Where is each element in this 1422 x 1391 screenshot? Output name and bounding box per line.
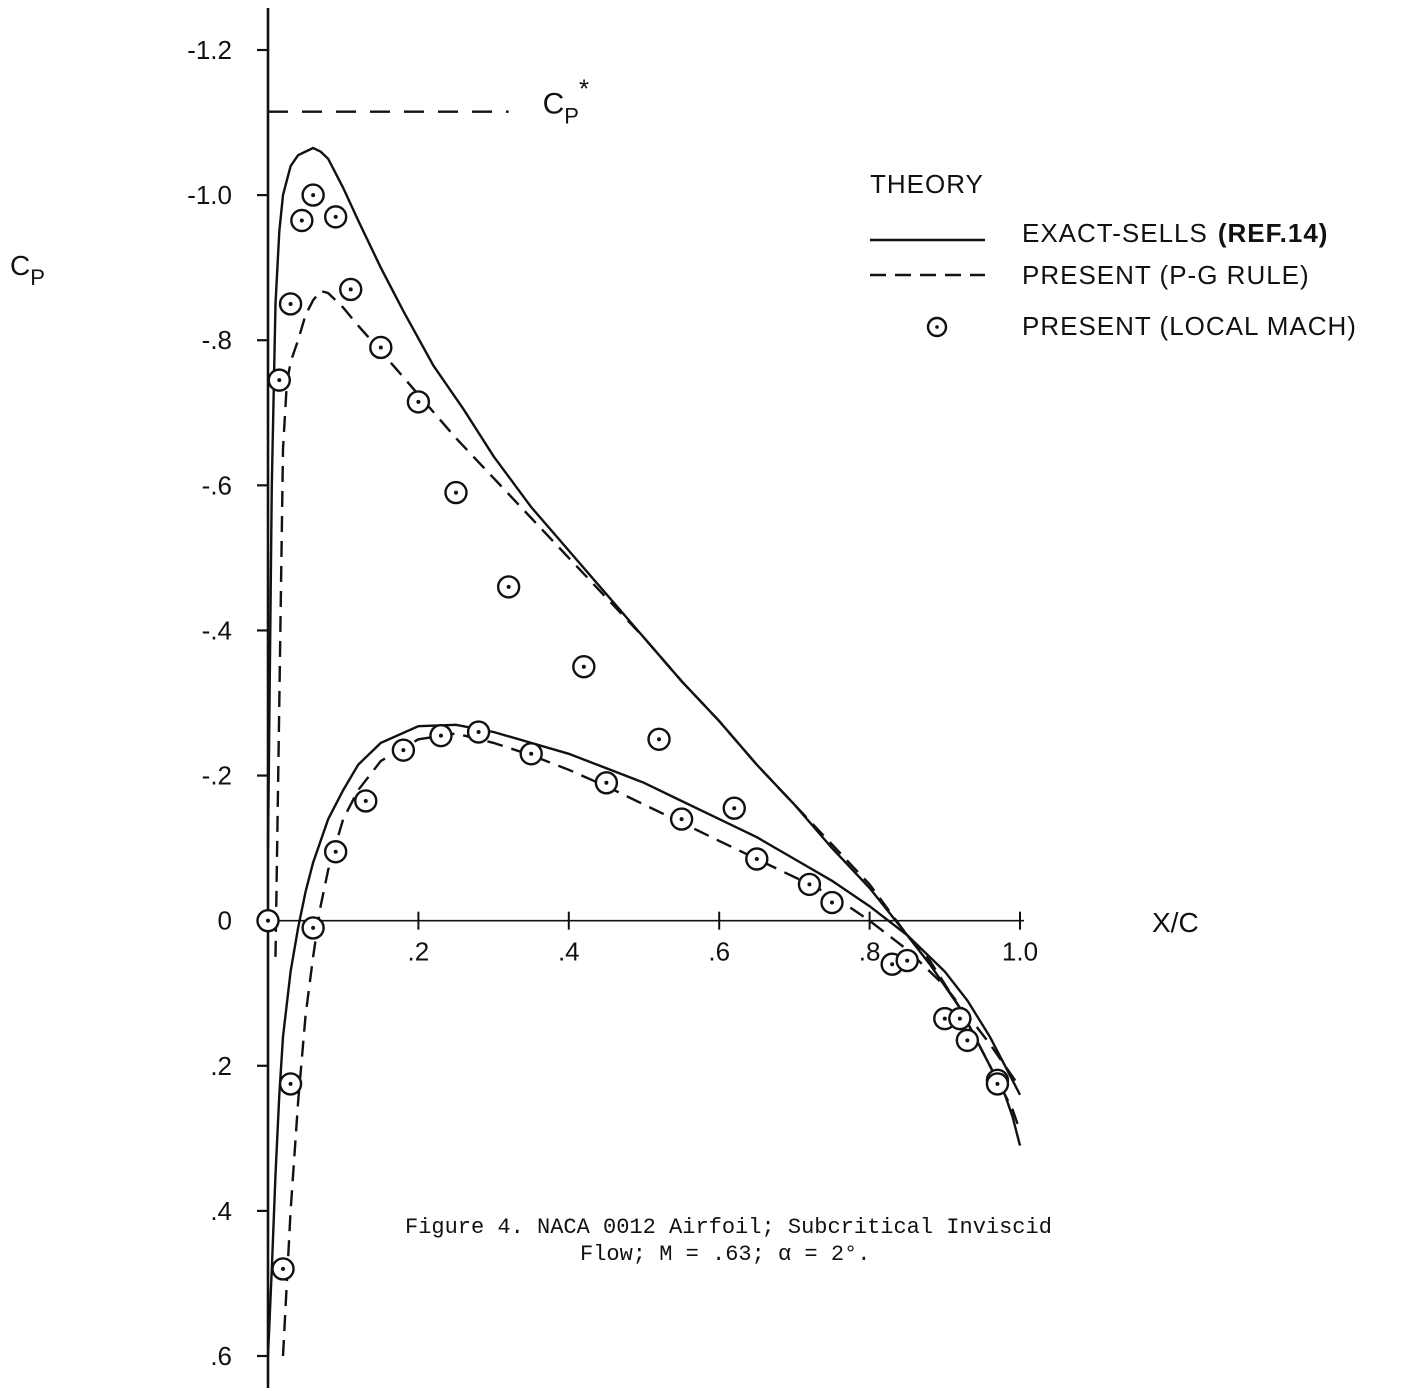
local-mach-point-11 [572, 655, 596, 679]
local-mach-point-12 [647, 727, 671, 751]
local-mach-point-9 [444, 480, 468, 505]
local-mach-point-0 [256, 908, 280, 933]
local-mach-point-1 [267, 368, 291, 392]
x-tick-label-4: 1.0 [1002, 937, 1038, 967]
x-tick-label-2: .6 [708, 937, 730, 967]
y-tick-label-9: .6 [210, 1341, 232, 1371]
series-2-dashed-line [274, 289, 1022, 1132]
x-tick-label-1: .4 [558, 937, 580, 967]
local-mach-point-23 [391, 738, 416, 762]
marker-layer [256, 183, 1010, 1281]
local-mach-point-26 [519, 742, 543, 766]
legend-label-pg: PRESENT (P-G RULE) [1022, 260, 1310, 290]
local-mach-point-8 [406, 390, 431, 414]
axes [266, 8, 1024, 1388]
y-tick-label-1: -1.0 [187, 180, 232, 210]
series-layer [266, 146, 1022, 1357]
local-mach-point-28 [669, 807, 694, 831]
local-mach-point-4 [301, 183, 325, 207]
local-mach-point-20 [301, 916, 325, 940]
y-tick-label-7: .2 [210, 1051, 232, 1081]
local-mach-point-21 [323, 840, 348, 864]
local-mach-point-33 [985, 1072, 1010, 1096]
local-mach-point-7 [369, 335, 393, 360]
local-mach-point-10 [496, 575, 521, 599]
series-1-solid-line [266, 723, 1022, 1357]
y-axis-label: CP [10, 250, 45, 290]
x-tick-label-3: .8 [859, 937, 881, 967]
local-mach-point-13 [722, 796, 746, 820]
y-tick-label-8: .4 [210, 1196, 232, 1226]
x-tick-label-0: .2 [408, 937, 430, 967]
local-mach-point-22 [354, 789, 378, 813]
caption-line-1: Figure 4. NACA 0012 Airfoil; Subcritical… [405, 1215, 1052, 1240]
legend-label-local-mach: PRESENT (LOCAL MACH) [1022, 311, 1357, 341]
local-mach-point-27 [594, 771, 619, 795]
legend-label-exact: EXACT-SELLS (REF.14) [1022, 218, 1328, 248]
local-mach-point-19 [278, 1072, 303, 1096]
local-mach-point-24 [429, 723, 453, 748]
local-mach-point-31 [895, 948, 919, 973]
y-tick-label-6: 0 [218, 906, 232, 936]
series-0-solid-line [266, 146, 1022, 1146]
legend: THEORY EXACT-SELLS (REF.14) PRESENT (P-G … [870, 169, 1357, 341]
local-mach-point-6 [339, 277, 363, 302]
local-mach-point-17 [955, 1028, 980, 1053]
y-tick-label-5: -.2 [202, 761, 232, 791]
local-mach-point-5 [323, 205, 348, 229]
local-mach-point-25 [466, 720, 491, 744]
y-tick-label-3: -.6 [202, 470, 232, 500]
caption-line-2: Flow; M = .63; α = 2°. [580, 1242, 870, 1267]
y-tick-label-2: -.8 [202, 325, 232, 355]
local-mach-point-3 [290, 208, 314, 233]
cp-star-reference: CP* [268, 74, 589, 129]
local-mach-point-29 [745, 847, 769, 871]
legend-circle-marker [926, 316, 948, 338]
local-mach-point-30 [820, 890, 844, 915]
local-mach-point-32 [948, 1006, 972, 1031]
legend-heading: THEORY [870, 169, 984, 199]
x-axis-label: X/C [1152, 907, 1199, 938]
local-mach-point-2 [278, 292, 303, 316]
local-mach-point-14 [797, 872, 822, 897]
tick-marks: -1.2 -1.0 -.8 -.6 -.4 -.2 0 .2 .4 .6 .2 .4 .6 .8 1.0 [187, 35, 1038, 1371]
y-tick-label-0: -1.2 [187, 35, 232, 65]
local-mach-point-34 [271, 1257, 295, 1281]
cp-star-label: CP* [543, 74, 589, 129]
y-tick-label-4: -.4 [202, 615, 232, 645]
figure-caption: Figure 4. NACA 0012 Airfoil; Subcritical… [405, 1215, 1052, 1267]
